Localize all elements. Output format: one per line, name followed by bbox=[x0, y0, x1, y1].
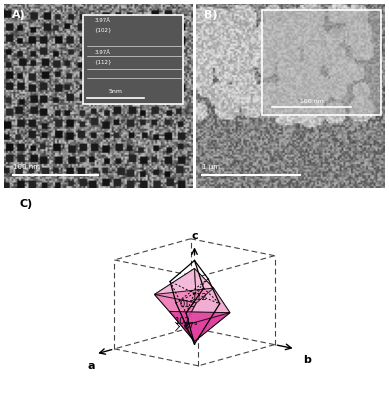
Polygon shape bbox=[169, 311, 194, 341]
Text: 100 nm: 100 nm bbox=[13, 164, 40, 170]
Bar bbox=[263, 10, 381, 115]
Text: a: a bbox=[88, 361, 95, 370]
Polygon shape bbox=[154, 288, 230, 313]
Text: C): C) bbox=[19, 199, 32, 208]
Text: 012: 012 bbox=[179, 300, 195, 309]
Text: {112}: {112} bbox=[95, 59, 112, 64]
Polygon shape bbox=[194, 268, 214, 303]
Polygon shape bbox=[154, 268, 214, 295]
Polygon shape bbox=[154, 295, 196, 326]
Text: {102}: {102} bbox=[95, 28, 112, 33]
Text: 5nm: 5nm bbox=[108, 89, 122, 94]
Text: 3.97Å: 3.97Å bbox=[95, 18, 110, 24]
Text: 102: 102 bbox=[174, 317, 190, 326]
Polygon shape bbox=[184, 288, 230, 326]
Text: A): A) bbox=[11, 10, 25, 20]
Text: 3.97Å: 3.97Å bbox=[95, 50, 110, 55]
Text: 1 μm: 1 μm bbox=[202, 164, 220, 170]
Text: 100 nm: 100 nm bbox=[300, 98, 323, 104]
Text: B): B) bbox=[204, 10, 217, 20]
Polygon shape bbox=[169, 311, 230, 341]
Polygon shape bbox=[184, 313, 230, 341]
Bar bbox=[263, 10, 381, 115]
Text: 87°: 87° bbox=[183, 322, 198, 331]
Bar bbox=[83, 15, 183, 104]
Text: c: c bbox=[191, 231, 198, 241]
Polygon shape bbox=[154, 268, 196, 303]
Text: b: b bbox=[303, 355, 311, 365]
Text: 112: 112 bbox=[191, 293, 207, 302]
